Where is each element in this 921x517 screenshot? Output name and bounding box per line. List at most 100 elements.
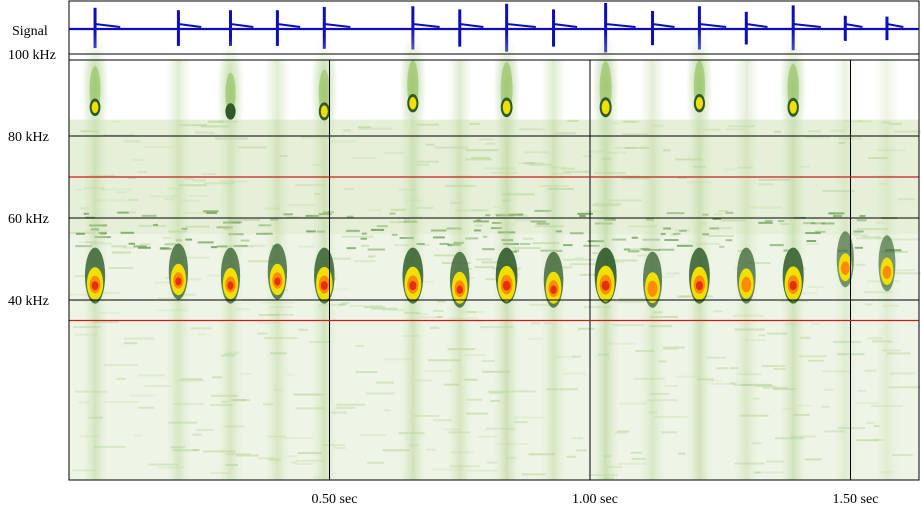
noise-streak xyxy=(294,462,314,465)
noise-streak xyxy=(530,220,547,223)
high-call-core xyxy=(502,100,511,115)
noise-streak xyxy=(140,243,151,246)
noise-streak xyxy=(660,275,675,278)
noise-streak xyxy=(123,140,141,143)
noise-streak xyxy=(617,462,647,465)
noise-streak xyxy=(758,183,774,186)
noise-streak xyxy=(758,221,773,224)
noise-streak xyxy=(814,230,826,233)
noise-streak xyxy=(476,219,481,222)
noise-streak xyxy=(892,454,913,457)
noise-streak xyxy=(471,156,491,159)
low-call-peak xyxy=(550,285,557,294)
noise-streak xyxy=(354,260,377,263)
noise-streak xyxy=(432,309,444,312)
noise-streak xyxy=(798,355,827,358)
low-call-peak xyxy=(274,277,281,286)
noise-streak xyxy=(192,179,206,182)
noise-streak xyxy=(227,218,260,221)
noise-streak xyxy=(660,431,677,434)
noise-streak xyxy=(482,248,495,251)
noise-streak xyxy=(336,403,366,406)
noise-streak xyxy=(196,428,215,431)
noise-streak xyxy=(295,407,325,410)
signal-decay xyxy=(886,23,904,28)
noise-streak xyxy=(621,177,651,180)
noise-streak xyxy=(476,258,493,261)
noise-streak xyxy=(662,149,671,152)
y-tick-label: 40 kHz xyxy=(8,294,49,309)
noise-streak xyxy=(579,214,586,217)
noise-streak xyxy=(149,195,178,198)
noise-streak xyxy=(664,348,678,351)
signal-decay xyxy=(605,23,636,28)
spectrogram-frame xyxy=(68,59,920,481)
noise-streak xyxy=(477,435,498,438)
x-tick-label: 1.50 sec xyxy=(833,492,879,507)
noise-streak xyxy=(677,176,687,179)
noise-streak xyxy=(343,129,352,132)
noise-streak xyxy=(355,344,364,347)
noise-streak xyxy=(341,302,350,305)
noise-streak xyxy=(295,184,325,187)
y-tick-label: 100 kHz xyxy=(8,48,56,63)
noise-streak xyxy=(764,220,773,223)
noise-streak xyxy=(391,208,406,211)
noise-streak xyxy=(128,242,136,245)
noise-streak xyxy=(628,250,640,253)
x-tick-label: 0.50 sec xyxy=(312,492,358,507)
noise-streak xyxy=(610,259,638,262)
noise-streak xyxy=(725,168,736,171)
noise-streak xyxy=(413,414,440,417)
noise-streak xyxy=(614,431,627,434)
noise-streak xyxy=(519,242,531,245)
noise-streak xyxy=(567,119,579,122)
noise-streak xyxy=(433,419,452,422)
noise-streak xyxy=(806,240,817,243)
noise-streak xyxy=(376,225,388,228)
noise-streak xyxy=(563,170,589,173)
noise-streak xyxy=(718,210,729,213)
noise-streak xyxy=(619,402,647,405)
noise-streak xyxy=(69,293,88,296)
noise-streak xyxy=(123,342,138,345)
noise-streak xyxy=(111,245,128,248)
signal-decay xyxy=(553,23,578,28)
noise-streak xyxy=(563,258,595,261)
noise-streak xyxy=(206,274,220,277)
low-call-peak xyxy=(456,285,463,294)
noise-streak xyxy=(754,385,776,388)
noise-streak xyxy=(524,151,549,154)
y-tick-labels: 100 kHz 80 kHz 60 kHz 40 kHz xyxy=(8,48,56,309)
signal-decay xyxy=(793,23,821,28)
noise-streak xyxy=(572,355,582,358)
noise-streak xyxy=(479,138,493,141)
noise-streak xyxy=(137,374,166,377)
noise-streak xyxy=(138,406,155,409)
noise-streak xyxy=(512,247,541,250)
noise-streak xyxy=(298,245,314,248)
noise-streak xyxy=(805,232,821,235)
noise-streak xyxy=(247,260,273,263)
noise-streak xyxy=(108,266,134,269)
noise-streak xyxy=(579,273,599,276)
noise-streak xyxy=(729,382,737,385)
noise-streak xyxy=(897,198,916,201)
signal-decay xyxy=(652,23,675,28)
noise-streak xyxy=(631,236,638,239)
noise-streak xyxy=(363,306,386,309)
noise-streak xyxy=(725,239,733,242)
signal-decay xyxy=(506,23,536,28)
noise-streak xyxy=(120,231,135,234)
noise-streak xyxy=(148,463,179,466)
noise-streak xyxy=(664,385,678,388)
noise-streak xyxy=(821,405,830,408)
noise-streak xyxy=(624,120,637,123)
noise-streak xyxy=(679,229,687,232)
noise-streak xyxy=(358,127,393,130)
noise-streak xyxy=(672,232,681,235)
noise-streak xyxy=(180,378,203,381)
noise-streak xyxy=(188,194,209,197)
noise-streak xyxy=(201,173,217,176)
noise-streak xyxy=(293,393,324,396)
